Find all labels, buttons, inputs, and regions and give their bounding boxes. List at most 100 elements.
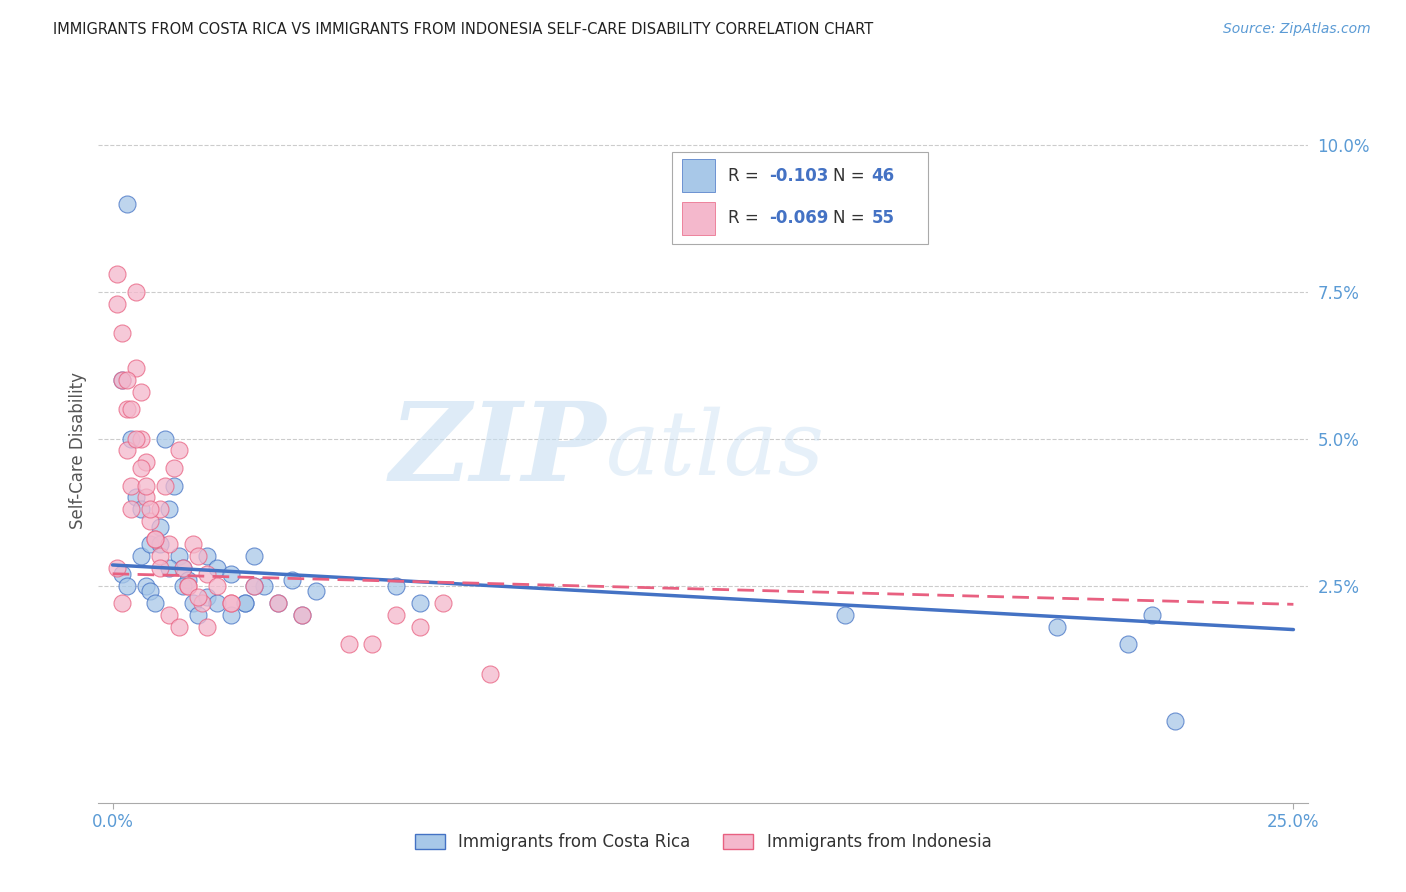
Point bbox=[1046, 619, 1069, 633]
Point bbox=[139, 502, 162, 516]
Point bbox=[181, 537, 204, 551]
Point bbox=[157, 607, 180, 622]
Point bbox=[195, 591, 218, 605]
Point bbox=[385, 578, 408, 592]
Point bbox=[219, 566, 242, 581]
Point bbox=[1164, 714, 1187, 728]
Point bbox=[111, 373, 134, 387]
Point bbox=[143, 532, 166, 546]
Text: 55: 55 bbox=[872, 210, 894, 227]
Point bbox=[153, 478, 176, 492]
Point bbox=[143, 596, 166, 610]
Point bbox=[167, 619, 190, 633]
Point bbox=[121, 402, 143, 417]
Point bbox=[129, 432, 152, 446]
Point bbox=[281, 573, 304, 587]
Point bbox=[121, 502, 143, 516]
Point bbox=[479, 666, 502, 681]
Point bbox=[157, 502, 180, 516]
Point bbox=[115, 578, 138, 592]
Bar bbox=[682, 202, 716, 235]
Point bbox=[135, 578, 157, 592]
Point bbox=[163, 461, 186, 475]
Point bbox=[1116, 637, 1139, 651]
Text: Source: ZipAtlas.com: Source: ZipAtlas.com bbox=[1223, 22, 1371, 37]
Point bbox=[177, 573, 200, 587]
Text: N =: N = bbox=[832, 210, 870, 227]
Point bbox=[167, 443, 190, 458]
Point bbox=[129, 461, 152, 475]
Point bbox=[157, 537, 180, 551]
Point bbox=[233, 596, 256, 610]
Point bbox=[1140, 607, 1163, 622]
Point bbox=[361, 637, 384, 651]
Point bbox=[135, 478, 157, 492]
Point bbox=[233, 596, 256, 610]
Text: -0.103: -0.103 bbox=[769, 167, 828, 185]
Point bbox=[135, 455, 157, 469]
Point bbox=[125, 491, 148, 505]
Point bbox=[267, 596, 290, 610]
Point bbox=[177, 578, 200, 592]
Point bbox=[129, 549, 152, 564]
Y-axis label: Self-Care Disability: Self-Care Disability bbox=[69, 372, 87, 529]
Point bbox=[125, 432, 148, 446]
Point bbox=[205, 561, 228, 575]
Point bbox=[139, 514, 162, 528]
Point bbox=[408, 596, 430, 610]
Point bbox=[243, 578, 266, 592]
Point bbox=[135, 491, 157, 505]
Point bbox=[149, 520, 172, 534]
Point bbox=[290, 607, 312, 622]
Point bbox=[337, 637, 360, 651]
Point bbox=[105, 268, 128, 282]
FancyBboxPatch shape bbox=[672, 152, 928, 244]
Point bbox=[181, 596, 204, 610]
Point bbox=[115, 402, 138, 417]
Point bbox=[219, 607, 242, 622]
Point bbox=[105, 296, 128, 310]
Point bbox=[205, 596, 228, 610]
Point bbox=[195, 549, 218, 564]
Point bbox=[195, 619, 218, 633]
Point bbox=[243, 549, 266, 564]
Point bbox=[111, 566, 134, 581]
Point bbox=[115, 443, 138, 458]
Point bbox=[172, 561, 194, 575]
Point bbox=[125, 361, 148, 376]
Point bbox=[432, 596, 454, 610]
Point bbox=[149, 502, 172, 516]
Point bbox=[105, 561, 128, 575]
Point bbox=[115, 197, 138, 211]
Point bbox=[115, 373, 138, 387]
Point bbox=[125, 285, 148, 299]
Point bbox=[129, 384, 152, 399]
Point bbox=[191, 596, 214, 610]
Point bbox=[149, 537, 172, 551]
Point bbox=[121, 432, 143, 446]
Legend: Immigrants from Costa Rica, Immigrants from Indonesia: Immigrants from Costa Rica, Immigrants f… bbox=[408, 827, 998, 858]
Text: -0.069: -0.069 bbox=[769, 210, 828, 227]
Point bbox=[205, 578, 228, 592]
Point bbox=[139, 584, 162, 599]
Text: R =: R = bbox=[728, 210, 763, 227]
Point bbox=[139, 537, 162, 551]
Point bbox=[305, 584, 328, 599]
Point bbox=[834, 607, 856, 622]
Point bbox=[187, 591, 209, 605]
Point bbox=[243, 578, 266, 592]
Point bbox=[172, 561, 194, 575]
Point bbox=[253, 578, 276, 592]
Text: R =: R = bbox=[728, 167, 763, 185]
Text: N =: N = bbox=[832, 167, 870, 185]
Point bbox=[195, 566, 218, 581]
Point bbox=[177, 578, 200, 592]
Point bbox=[290, 607, 312, 622]
Text: atlas: atlas bbox=[606, 407, 825, 494]
Point bbox=[121, 478, 143, 492]
Point bbox=[408, 619, 430, 633]
Point bbox=[111, 596, 134, 610]
Text: 46: 46 bbox=[872, 167, 894, 185]
Point bbox=[219, 596, 242, 610]
Point bbox=[149, 561, 172, 575]
